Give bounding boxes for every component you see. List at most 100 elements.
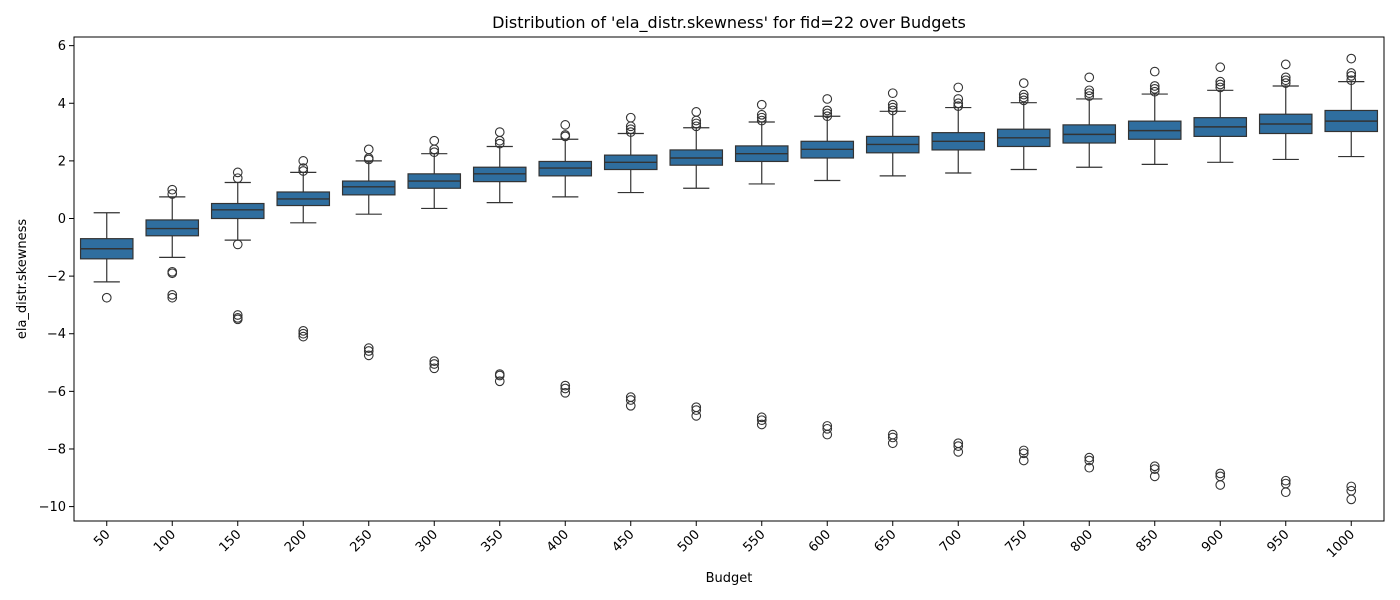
box-700 bbox=[931, 82, 986, 457]
outlier-point bbox=[1084, 85, 1095, 96]
outlier-point bbox=[1215, 79, 1226, 90]
outlier-point bbox=[691, 405, 702, 415]
outlier-point bbox=[167, 184, 178, 195]
outlier-point bbox=[887, 102, 898, 113]
outlier-point bbox=[691, 121, 702, 132]
x-tick-label: 800 bbox=[1068, 527, 1096, 555]
x-tick-label: 850 bbox=[1133, 527, 1161, 555]
outlier-point bbox=[953, 441, 964, 451]
outlier-point bbox=[167, 289, 178, 300]
box-500 bbox=[669, 107, 724, 421]
box-250 bbox=[341, 144, 396, 361]
outlier-point bbox=[298, 328, 309, 339]
y-tick-label: 2 bbox=[58, 154, 66, 169]
y-tick-label: −10 bbox=[39, 500, 66, 515]
outlier-point bbox=[429, 144, 440, 155]
y-tick-label: −8 bbox=[47, 442, 66, 457]
box-400 bbox=[538, 120, 593, 398]
y-tick-label: −4 bbox=[47, 327, 66, 342]
y-axis: −10 −8 −6 −4 −2 0 2 4 6 bbox=[39, 39, 74, 515]
outlier-point bbox=[494, 127, 505, 137]
outlier-point bbox=[1346, 68, 1357, 78]
box-650 bbox=[865, 88, 920, 449]
outlier-point bbox=[756, 412, 767, 423]
outlier-point bbox=[887, 99, 898, 110]
outlier-point bbox=[1018, 92, 1029, 103]
outlier-point bbox=[756, 419, 767, 430]
y-tick-label: 6 bbox=[58, 39, 66, 54]
outlier-point bbox=[1280, 78, 1291, 88]
outlier-point bbox=[822, 429, 833, 440]
outlier-point bbox=[232, 239, 243, 250]
outlier-point bbox=[822, 94, 833, 104]
y-tick-label: −6 bbox=[47, 385, 66, 400]
outlier-point bbox=[625, 400, 636, 411]
outlier-point bbox=[429, 363, 440, 374]
outlier-point bbox=[1018, 448, 1029, 459]
box-550 bbox=[734, 99, 789, 430]
outlier-point bbox=[822, 108, 833, 119]
outlier-point bbox=[625, 127, 636, 137]
outlier-point bbox=[953, 447, 964, 457]
outlier-point bbox=[1084, 452, 1095, 463]
outlier-point bbox=[887, 438, 898, 449]
outlier-point bbox=[953, 98, 964, 109]
outlier-point bbox=[1280, 475, 1291, 486]
box-300 bbox=[407, 135, 462, 374]
outlier-point bbox=[887, 432, 898, 443]
outlier-point bbox=[1084, 91, 1095, 101]
outlier-point bbox=[756, 115, 767, 126]
x-tick-label: 100 bbox=[151, 527, 179, 555]
outlier-point bbox=[1215, 62, 1226, 73]
x-tick-label: 550 bbox=[740, 527, 768, 555]
outlier-point bbox=[298, 331, 309, 342]
outlier-point bbox=[1280, 59, 1291, 70]
outlier-point bbox=[1084, 455, 1095, 466]
outlier-point bbox=[429, 356, 440, 366]
outlier-point bbox=[1215, 468, 1226, 479]
outlier-point bbox=[1149, 81, 1160, 91]
outlier-point bbox=[1346, 53, 1357, 64]
outlier-point bbox=[1018, 78, 1029, 88]
outlier-point bbox=[494, 370, 505, 381]
outlier-point bbox=[822, 111, 833, 122]
outlier-point bbox=[232, 173, 243, 184]
outlier-point bbox=[1346, 494, 1357, 505]
plot-area bbox=[79, 53, 1379, 505]
x-tick-label: 950 bbox=[1264, 527, 1292, 555]
outlier-point bbox=[298, 163, 309, 173]
outlier-point bbox=[1149, 464, 1160, 474]
outlier-point bbox=[1149, 461, 1160, 472]
x-tick-label: 300 bbox=[413, 527, 441, 555]
outlier-point bbox=[625, 112, 636, 123]
outlier-point bbox=[232, 310, 243, 320]
outlier-point bbox=[494, 138, 505, 149]
outlier-point bbox=[232, 167, 243, 178]
x-tick-label: 1000 bbox=[1324, 527, 1358, 561]
outlier-point bbox=[756, 415, 767, 426]
outlier-point bbox=[1149, 471, 1160, 482]
y-tick-label: 0 bbox=[58, 212, 66, 227]
outlier-point bbox=[363, 346, 374, 356]
outlier-point bbox=[429, 135, 440, 146]
x-tick-label: 500 bbox=[675, 527, 703, 555]
box-350 bbox=[472, 127, 527, 387]
outlier-point bbox=[167, 292, 178, 303]
outlier-point bbox=[429, 359, 440, 369]
box-750 bbox=[996, 78, 1051, 466]
outlier-point bbox=[1018, 95, 1029, 106]
outlier-point bbox=[1280, 72, 1291, 83]
box-900 bbox=[1193, 62, 1248, 490]
outlier-point bbox=[1084, 88, 1095, 99]
outlier-point bbox=[691, 107, 702, 117]
outlier-point bbox=[363, 154, 374, 165]
outlier-point bbox=[298, 326, 309, 336]
box-450 bbox=[603, 112, 658, 411]
outlier-point bbox=[625, 124, 636, 135]
outlier-point bbox=[363, 343, 374, 353]
outlier-point bbox=[887, 88, 898, 99]
outlier-point bbox=[298, 166, 309, 176]
outlier-point bbox=[625, 395, 636, 405]
